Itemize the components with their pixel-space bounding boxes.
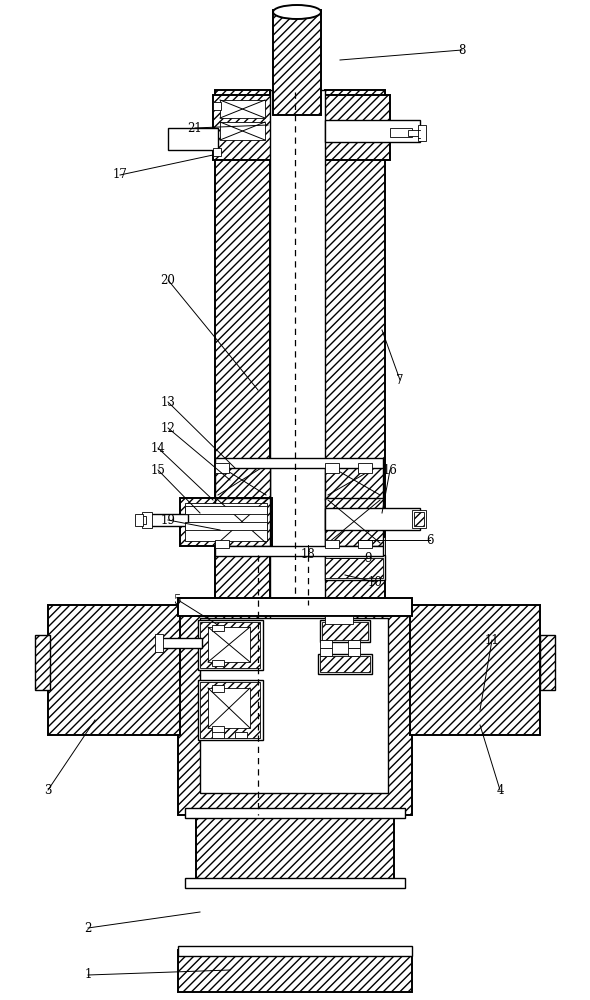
- Bar: [48, 605, 180, 735]
- Ellipse shape: [273, 5, 321, 19]
- Bar: [215, 458, 383, 468]
- Bar: [148, 514, 188, 526]
- Bar: [212, 625, 224, 631]
- Bar: [178, 598, 412, 616]
- Bar: [215, 462, 270, 500]
- Text: 4: 4: [496, 784, 504, 796]
- Bar: [208, 627, 250, 662]
- Text: 6: 6: [426, 534, 434, 546]
- Bar: [213, 95, 273, 160]
- Text: 20: 20: [160, 273, 175, 286]
- Bar: [212, 685, 224, 692]
- Bar: [200, 622, 260, 668]
- Text: 2: 2: [84, 922, 91, 934]
- Bar: [180, 498, 272, 546]
- Bar: [178, 600, 412, 815]
- Bar: [185, 808, 405, 818]
- Bar: [348, 648, 360, 656]
- Bar: [540, 635, 555, 690]
- Text: 19: 19: [160, 514, 175, 526]
- Bar: [185, 522, 267, 530]
- Bar: [358, 463, 372, 473]
- Bar: [270, 90, 325, 725]
- Bar: [235, 732, 247, 738]
- Bar: [215, 498, 270, 546]
- Bar: [408, 130, 420, 136]
- Bar: [142, 512, 152, 528]
- Bar: [140, 516, 146, 524]
- Bar: [325, 95, 390, 160]
- Bar: [418, 125, 426, 141]
- Bar: [325, 537, 385, 557]
- Text: 15: 15: [150, 464, 165, 477]
- Text: 18: 18: [301, 548, 316, 562]
- Bar: [273, 10, 321, 115]
- Bar: [178, 950, 412, 992]
- Bar: [178, 946, 412, 956]
- Bar: [325, 463, 339, 473]
- Bar: [325, 616, 353, 624]
- Bar: [200, 618, 388, 793]
- Bar: [320, 620, 370, 642]
- Bar: [414, 512, 424, 526]
- Text: 21: 21: [188, 121, 202, 134]
- Bar: [325, 462, 383, 500]
- Bar: [325, 498, 383, 546]
- Bar: [155, 634, 163, 652]
- Bar: [348, 640, 360, 648]
- Text: 8: 8: [458, 43, 466, 56]
- Bar: [325, 90, 385, 725]
- Bar: [220, 122, 265, 140]
- Bar: [135, 514, 143, 526]
- Text: 14: 14: [150, 442, 165, 454]
- Bar: [358, 540, 372, 548]
- Text: 9: 9: [364, 552, 372, 564]
- Bar: [35, 635, 50, 690]
- Bar: [196, 810, 394, 880]
- Bar: [200, 682, 260, 738]
- Text: 11: 11: [484, 634, 499, 647]
- Bar: [215, 546, 383, 556]
- Bar: [412, 510, 426, 528]
- Bar: [390, 128, 412, 137]
- Bar: [168, 128, 218, 150]
- Text: 17: 17: [113, 168, 127, 182]
- Bar: [320, 656, 370, 672]
- Bar: [213, 148, 221, 156]
- Bar: [325, 558, 383, 578]
- Bar: [198, 680, 263, 740]
- Text: 3: 3: [44, 784, 52, 796]
- Bar: [215, 463, 229, 473]
- Text: 7: 7: [396, 373, 404, 386]
- Bar: [325, 508, 420, 530]
- Bar: [215, 540, 229, 548]
- Bar: [215, 90, 270, 725]
- Text: 16: 16: [382, 464, 398, 477]
- Bar: [185, 503, 267, 541]
- Bar: [212, 732, 224, 738]
- Text: 13: 13: [160, 395, 175, 408]
- Bar: [322, 622, 368, 640]
- Bar: [185, 506, 267, 514]
- Bar: [208, 688, 250, 728]
- Bar: [198, 620, 263, 670]
- Bar: [185, 878, 405, 888]
- Bar: [410, 605, 540, 735]
- Bar: [318, 654, 372, 674]
- Bar: [213, 102, 221, 110]
- Text: 5: 5: [174, 593, 182, 606]
- Text: 12: 12: [160, 422, 175, 434]
- Bar: [325, 120, 420, 142]
- Bar: [160, 638, 202, 648]
- Bar: [220, 100, 265, 118]
- Bar: [212, 660, 224, 666]
- Bar: [320, 640, 332, 648]
- Bar: [212, 726, 224, 733]
- Bar: [325, 555, 385, 580]
- Bar: [325, 540, 339, 548]
- Text: 10: 10: [368, 576, 382, 588]
- Bar: [320, 648, 332, 656]
- Text: 1: 1: [84, 968, 91, 982]
